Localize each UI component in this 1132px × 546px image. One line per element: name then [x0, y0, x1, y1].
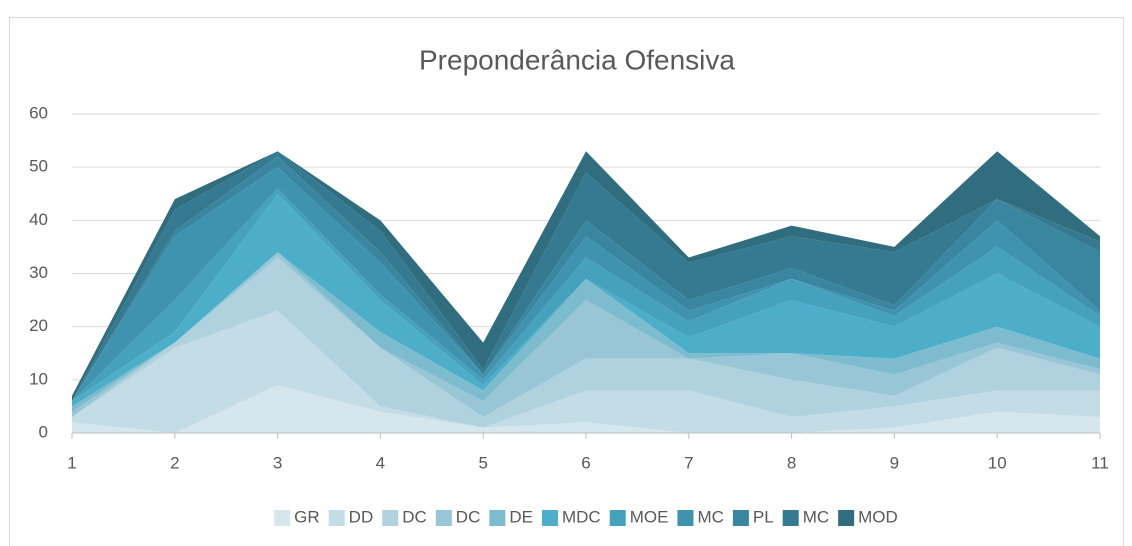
legend-swatch — [609, 510, 626, 526]
legend-label: DE — [509, 507, 533, 526]
area — [72, 252, 1100, 418]
y-tick-label: 60 — [29, 103, 48, 122]
x-tick-label: 4 — [376, 453, 385, 472]
legend-label: DD — [349, 507, 374, 526]
legend-swatch — [382, 510, 399, 526]
legend-swatch — [274, 510, 291, 526]
area — [72, 151, 1100, 402]
legend-swatch — [782, 510, 799, 526]
legend-label: GR — [294, 507, 320, 526]
y-tick-label: 20 — [29, 316, 48, 335]
legend-swatch — [541, 510, 558, 526]
legend-swatch — [489, 510, 506, 526]
x-tick-label: 11 — [1091, 453, 1109, 472]
area — [72, 385, 1100, 433]
legend-label: MC — [803, 507, 829, 526]
legend-label: DC — [456, 507, 481, 526]
legend-swatch — [732, 510, 749, 526]
chart-title: Preponderância Ofensiva — [419, 44, 735, 75]
x-tick-label: 2 — [170, 453, 179, 472]
area — [72, 151, 1100, 402]
legend-swatch — [838, 510, 855, 526]
x-tick-label: 3 — [273, 453, 282, 472]
y-tick-label: 10 — [29, 369, 48, 388]
legend-label: MDC — [562, 507, 601, 526]
y-tick-label: 40 — [29, 210, 48, 229]
y-tick-label: 0 — [39, 422, 48, 441]
legend-label: MOE — [630, 507, 669, 526]
legend-swatch — [435, 510, 452, 526]
x-tick-label: 5 — [478, 453, 487, 472]
legend-swatch — [328, 510, 345, 526]
x-tick-label: 1 — [67, 453, 76, 472]
legend-swatch — [677, 510, 694, 526]
x-tick-label: 8 — [787, 453, 796, 472]
area — [72, 188, 1100, 402]
legend: GR DD DC DC DE MDC MOE MC PL MC MOD — [274, 507, 898, 526]
area — [72, 193, 1100, 407]
legend-label: MOD — [858, 507, 898, 526]
area — [72, 167, 1100, 402]
area — [72, 310, 1100, 433]
x-tick-label: 9 — [890, 453, 899, 472]
x-tick-label: 10 — [988, 453, 1007, 472]
legend-label: DC — [402, 507, 427, 526]
legend-label: MC — [697, 507, 723, 526]
legend-label: PL — [753, 507, 774, 526]
y-tick-label: 30 — [29, 263, 48, 282]
x-tick-label: 7 — [684, 453, 693, 472]
y-tick-label: 50 — [29, 157, 48, 176]
x-tick-label: 6 — [581, 453, 590, 472]
